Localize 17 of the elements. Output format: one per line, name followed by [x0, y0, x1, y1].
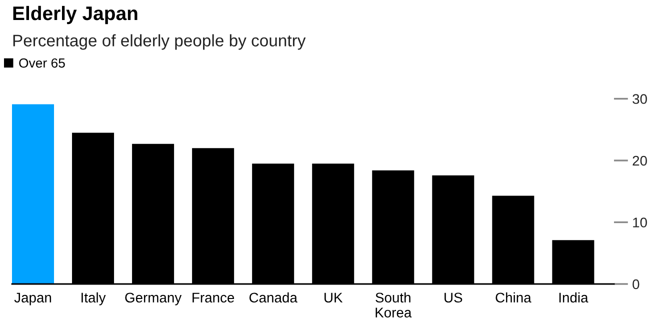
x-tick-label: China [496, 292, 532, 303]
x-tick-label: Germany [125, 292, 182, 306]
chart-title: Elderly Japan [13, 6, 138, 24]
x-tick-label: India [559, 292, 588, 303]
chart-subtitle: Percentage of elderly people by country [13, 34, 306, 50]
x-tick-label: South Korea [376, 292, 412, 318]
y-tick-label: 10 [633, 218, 647, 228]
x-tick-label: Canada [249, 292, 298, 303]
x-tick-label: UK [324, 292, 343, 303]
legend-label: Over 65 [19, 58, 65, 68]
y-tick-label: 30 [632, 94, 647, 104]
x-tick-label: France [192, 292, 234, 303]
y-tick-label: 20 [632, 156, 647, 166]
x-tick-label: Italy [82, 292, 106, 306]
x-tick-label: US [444, 292, 462, 303]
x-tick-label: Japan [14, 292, 52, 306]
y-tick-label: 0 [632, 279, 640, 290]
